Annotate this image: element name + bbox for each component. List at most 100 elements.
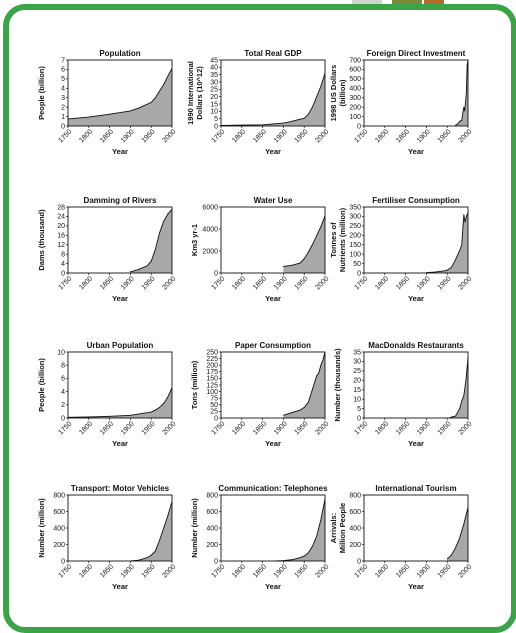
chart-title: Population — [99, 49, 140, 58]
y-tick-label: 1 — [61, 114, 65, 121]
y-tick-label: 35 — [353, 349, 361, 356]
x-tick-label: 2000 — [457, 128, 473, 144]
data-point — [455, 547, 456, 549]
data-point — [465, 92, 467, 94]
x-tick-label: 1750 — [210, 563, 226, 579]
y-tick-label: 0 — [61, 270, 65, 277]
series-line — [446, 507, 469, 560]
x-tick-label: 1750 — [57, 128, 73, 144]
x-tick-label: 1900 — [416, 128, 432, 144]
x-tick-label: 2000 — [457, 420, 473, 436]
data-point — [450, 554, 452, 556]
y-tick-label: 200 — [53, 542, 65, 549]
x-tick-label: 1850 — [252, 275, 268, 291]
y-tick-label: 225 — [206, 356, 218, 363]
y-axis-label: Arrivals:Million People — [329, 503, 347, 553]
x-tick-label: 1750 — [57, 420, 73, 436]
y-tick-label: 0 — [61, 415, 65, 422]
data-point — [283, 122, 284, 124]
x-tick-label: 1850 — [252, 563, 268, 579]
y-tick-label: 2 — [61, 402, 65, 409]
data-point — [434, 271, 436, 273]
y-axis-label: Km3 yr-1 — [190, 224, 199, 256]
data-point — [167, 515, 169, 517]
y-axis-label: Number (million) — [190, 498, 199, 558]
y-tick-label: 600 — [206, 509, 218, 516]
x-tick-label: 1800 — [78, 420, 94, 436]
chart-panel-3: Foreign Direct Investment 0 100 200 300 400 50… — [329, 49, 473, 156]
y-tick-label: 200 — [206, 363, 218, 370]
data-point — [446, 558, 448, 560]
y-tick-label: 250 — [349, 223, 361, 230]
y-tick-label: 20 — [210, 94, 218, 101]
data-point — [138, 107, 140, 109]
x-tick-label: 1950 — [294, 128, 310, 144]
series-area — [130, 209, 172, 273]
plot-frame — [363, 494, 469, 562]
plot-frame — [363, 206, 469, 274]
x-axis-label: Year — [265, 147, 281, 156]
data-point — [159, 232, 160, 234]
x-tick-label: 2000 — [457, 563, 473, 579]
y-axis-label-line: Nutrients (million) — [338, 207, 347, 272]
data-point — [459, 120, 461, 122]
data-point — [442, 270, 444, 272]
x-tick-label: 1900 — [416, 420, 432, 436]
chart-panel-12: International Tourism 0 200 400 600 800 1750 18… — [329, 484, 473, 591]
data-point — [307, 113, 309, 115]
x-tick-label: 2000 — [314, 563, 330, 579]
data-point — [316, 235, 318, 237]
x-tick-label: 1900 — [273, 420, 289, 436]
y-tick-label: 12 — [57, 242, 65, 249]
x-tick-label: 2000 — [161, 275, 177, 291]
plot-frame — [67, 206, 173, 274]
data-point — [138, 559, 140, 561]
data-point — [154, 409, 156, 411]
y-tick-label: 300 — [349, 95, 361, 102]
y-tick-label: 4000 — [202, 226, 218, 233]
y-axis-label: Dams (thousand) — [37, 209, 46, 271]
data-point — [316, 375, 318, 377]
y-tick-label: 5 — [214, 116, 218, 123]
data-point — [159, 407, 160, 408]
data-point — [299, 409, 301, 411]
data-point — [150, 102, 152, 103]
chart-panel-5: Water Use 0 2000 4000 6000 1750 1800 1850 1900 19… — [190, 196, 330, 303]
y-tick-label: 35 — [210, 72, 218, 79]
x-tick-label: 1750 — [57, 563, 73, 579]
data-point — [466, 64, 468, 66]
data-point — [167, 396, 169, 398]
x-tick-label: 1950 — [141, 420, 157, 436]
y-tick-label: 4 — [61, 86, 65, 93]
y-tick-label: 600 — [53, 509, 65, 516]
data-point — [167, 75, 169, 77]
data-point — [463, 214, 465, 215]
data-point — [150, 260, 152, 262]
y-tick-label: 25 — [210, 409, 218, 416]
data-point — [320, 86, 322, 87]
series-area — [426, 212, 468, 273]
x-tick-label: 1850 — [395, 128, 411, 144]
y-axis-label: Tons (million) — [190, 360, 199, 409]
y-tick-label: 10 — [353, 396, 361, 403]
data-point — [288, 121, 290, 123]
data-point — [167, 213, 169, 215]
x-tick-label: 1900 — [120, 563, 136, 579]
chart-title: Communication: Telephones — [218, 484, 328, 493]
data-point — [464, 221, 466, 223]
x-tick-label: 1950 — [141, 563, 157, 579]
plot-frame — [220, 59, 326, 127]
x-tick-label: 1950 — [437, 563, 453, 579]
y-tick-label: 100 — [349, 114, 361, 121]
y-tick-label: 800 — [349, 492, 361, 499]
plot-frame — [363, 351, 469, 419]
y-axis-label-line: 1998 US Dollars — [329, 65, 338, 122]
x-tick-label: 1850 — [99, 563, 115, 579]
data-point — [138, 269, 140, 270]
series-area — [449, 357, 468, 418]
x-tick-label: 1900 — [416, 563, 432, 579]
x-tick-label: 1950 — [141, 128, 157, 144]
data-point — [291, 559, 293, 561]
plot-frame — [67, 59, 173, 127]
